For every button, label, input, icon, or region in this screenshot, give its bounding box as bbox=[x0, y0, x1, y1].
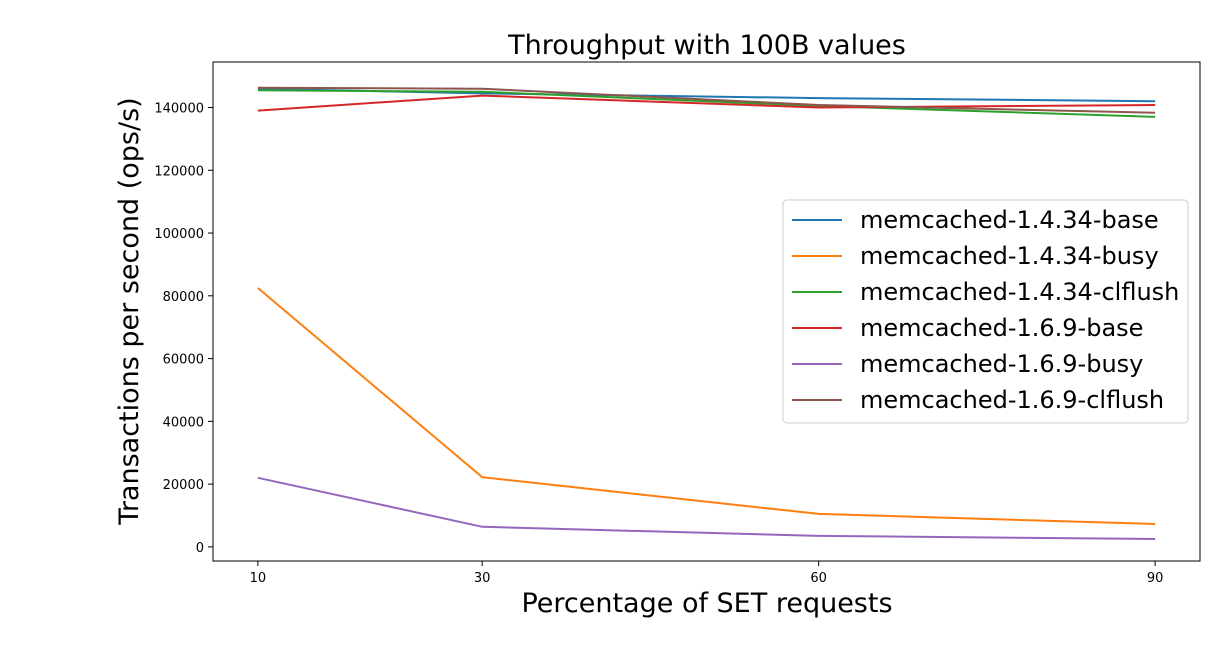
y-axis-label: Transactions per second (ops/s) bbox=[114, 97, 145, 525]
x-tick-label: 30 bbox=[474, 571, 491, 586]
legend-label-2: memcached-1.4.34-clflush bbox=[860, 278, 1179, 306]
legend-label-5: memcached-1.6.9-clflush bbox=[860, 386, 1164, 414]
x-axis: 10 30 60 90 bbox=[250, 561, 1164, 586]
x-tick-label: 60 bbox=[810, 571, 827, 586]
y-axis: 0 20000 40000 60000 80000 100000 120000 140000 bbox=[154, 102, 213, 556]
series-line-3 bbox=[258, 96, 1155, 111]
y-tick-label: 40000 bbox=[163, 415, 204, 430]
chart-title: Throughput with 100B values bbox=[507, 30, 906, 61]
x-tick-label: 90 bbox=[1147, 571, 1164, 586]
legend-label-0: memcached-1.4.34-base bbox=[860, 206, 1159, 234]
y-tick-label: 20000 bbox=[163, 478, 204, 493]
y-tick-label: 140000 bbox=[154, 102, 204, 117]
y-tick-label: 0 bbox=[196, 541, 204, 556]
y-tick-label: 80000 bbox=[163, 290, 204, 305]
legend-label-1: memcached-1.4.34-busy bbox=[860, 242, 1159, 270]
x-axis-label: Percentage of SET requests bbox=[521, 588, 892, 619]
x-tick-label: 10 bbox=[250, 571, 267, 586]
y-tick-label: 100000 bbox=[154, 227, 204, 242]
legend-label-3: memcached-1.6.9-base bbox=[860, 314, 1143, 342]
legend: memcached-1.4.34-base memcached-1.4.34-bu… bbox=[783, 200, 1188, 423]
y-tick-label: 120000 bbox=[154, 164, 204, 179]
legend-label-4: memcached-1.6.9-busy bbox=[860, 350, 1143, 378]
series-line-4 bbox=[258, 478, 1155, 539]
y-tick-label: 60000 bbox=[163, 353, 204, 368]
